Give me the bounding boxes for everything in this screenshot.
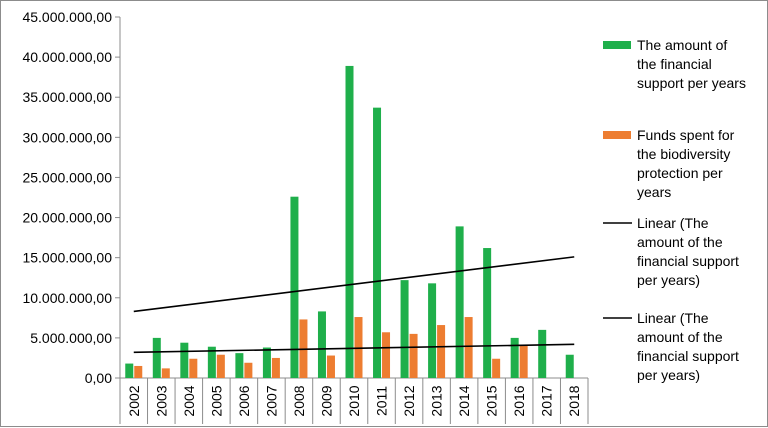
legend-label: years <box>637 184 671 200</box>
trendline <box>133 343 575 354</box>
x-tick-label: 2018 <box>566 385 582 416</box>
legend-swatch <box>603 131 631 139</box>
x-tick-label: 2015 <box>484 385 500 416</box>
y-tick-label: 30.000.000,00 <box>22 129 112 145</box>
bars <box>125 65 574 379</box>
x-tick-label: 2005 <box>208 385 224 416</box>
x-tick-label: 2007 <box>263 385 279 416</box>
x-tick-label: 2004 <box>181 385 197 416</box>
bar-funds-spent <box>134 365 143 378</box>
y-tick-label: 0,00 <box>85 370 112 386</box>
x-tick-label: 2017 <box>539 385 555 416</box>
x-tick-label: 2009 <box>318 385 334 416</box>
x-tick-label: 2002 <box>126 385 142 416</box>
bar-funds-spent <box>519 345 528 378</box>
y-tick-label: 15.000.000,00 <box>22 250 112 266</box>
x-axis: 2002 2003 2004 2005 2006 2007 2008 2009 2010 2011… <box>119 377 589 424</box>
bar-funds-spent <box>492 358 501 378</box>
legend-label: per years) <box>637 367 700 383</box>
legend-label: The amount of <box>637 37 727 53</box>
bar-financial-support <box>510 337 519 378</box>
bar-funds-spent <box>409 333 418 378</box>
x-tick-label: 2013 <box>429 385 445 416</box>
y-tick-label: 45.000.000,00 <box>22 9 112 25</box>
x-tick-label: 2006 <box>236 385 252 416</box>
bar-funds-spent <box>244 362 253 378</box>
bar-financial-support <box>455 226 464 378</box>
bar-financial-support <box>373 107 382 378</box>
legend-label: the biodiversity <box>637 146 730 162</box>
bar-financial-support <box>290 196 299 378</box>
bar-funds-spent <box>271 357 280 378</box>
bar-financial-support <box>235 353 244 378</box>
legend-label: financial support <box>637 348 739 364</box>
bar-funds-spent <box>216 354 225 378</box>
y-axis: 0,00 5.000.000,00 10.000.000,00 15.000.000,… <box>22 9 121 386</box>
y-tick-label: 20.000.000,00 <box>22 210 112 226</box>
x-tick-label: 2014 <box>456 385 472 416</box>
bar-financial-support <box>180 342 189 378</box>
bar-funds-spent <box>437 325 446 378</box>
y-tick-label: 40.000.000,00 <box>22 49 112 65</box>
y-tick-label: 25.000.000,00 <box>22 169 112 185</box>
x-tick-label: 2011 <box>374 386 390 416</box>
bar-funds-spent <box>161 368 170 378</box>
bar-financial-support <box>538 329 547 378</box>
bar-funds-spent <box>326 355 335 378</box>
bar-financial-support <box>207 346 216 378</box>
legend-label: Linear (The <box>637 310 709 326</box>
x-tick-label: 2008 <box>291 385 307 416</box>
x-tick-label: 2016 <box>511 385 527 416</box>
y-tick-label: 10.000.000,00 <box>22 290 112 306</box>
legend-label: Linear (The <box>637 215 709 231</box>
legend: The amount of the financial support per ye… <box>603 37 746 383</box>
bar-funds-spent <box>464 317 473 378</box>
trendlines <box>133 256 575 354</box>
bar-financial-support <box>345 65 354 379</box>
legend-label: support per years <box>637 75 746 91</box>
x-tick-label: 2012 <box>401 385 417 416</box>
bar-financial-support <box>262 347 271 378</box>
x-tick-label: 2003 <box>153 385 169 416</box>
y-tick-label: 35.000.000,00 <box>22 89 112 105</box>
legend-swatch <box>603 41 631 49</box>
legend-label: amount of the <box>637 329 723 345</box>
bar-financial-support <box>483 248 492 378</box>
legend-label: the financial <box>637 56 712 72</box>
trendline <box>133 256 575 313</box>
legend-label: protection per <box>637 165 723 181</box>
legend-label: financial support <box>637 253 739 269</box>
y-tick-label: 5.000.000,00 <box>30 330 112 346</box>
bar-financial-support <box>428 283 437 378</box>
bar-funds-spent <box>189 358 198 378</box>
bar-financial-support <box>125 363 134 378</box>
bar-financial-support <box>317 311 326 378</box>
legend-label: Funds spent for <box>637 127 735 143</box>
bar-funds-spent <box>382 332 391 378</box>
bar-financial-support <box>152 337 161 378</box>
bar-financial-support <box>400 280 409 378</box>
legend-label: amount of the <box>637 234 723 250</box>
bar-financial-support <box>565 354 574 378</box>
legend-label: per years) <box>637 272 700 288</box>
x-tick-label: 2010 <box>346 385 362 416</box>
